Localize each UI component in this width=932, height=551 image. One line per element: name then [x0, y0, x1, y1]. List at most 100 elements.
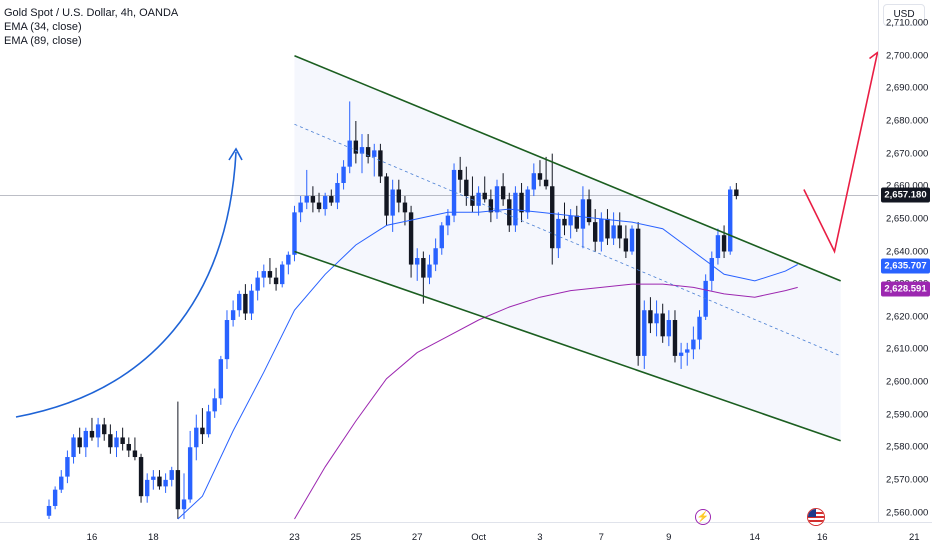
candle-body: [586, 199, 592, 223]
y-tick-label: 2,650.000: [886, 213, 929, 225]
candle-body: [697, 316, 702, 340]
candle-body: [359, 147, 365, 154]
candle-body: [709, 258, 714, 281]
y-tick-label: 2,560.000: [886, 507, 929, 518]
candle-body: [464, 179, 469, 197]
projection-arrow: [803, 52, 879, 254]
candle-body: [494, 186, 500, 213]
candle-body: [230, 310, 236, 321]
x-tick-label: 3: [537, 532, 543, 543]
candle-body: [52, 489, 58, 506]
candle-body: [488, 199, 494, 213]
candle-body: [157, 476, 162, 487]
candle-body: [642, 310, 647, 356]
candle-body: [102, 424, 107, 435]
candle-body: [169, 470, 174, 480]
candle-body: [513, 192, 518, 226]
candle-body: [507, 199, 512, 226]
lightning-icon[interactable]: ⚡: [695, 509, 711, 525]
candle-body: [310, 196, 316, 203]
symbol-title[interactable]: Gold Spot / U.S. Dollar, 4h, OANDA: [4, 7, 179, 19]
candle-body: [408, 212, 414, 265]
candle-body: [728, 189, 733, 252]
y-tick-label: 2,640.000: [886, 246, 929, 257]
candle-body: [353, 140, 359, 154]
currency-button[interactable]: USD: [883, 4, 925, 26]
candle-body: [237, 293, 242, 311]
candle-body: [298, 202, 303, 213]
ema34-label[interactable]: EMA (34, close): [4, 21, 82, 33]
ema89-price-tag: 2,628.591: [881, 281, 930, 297]
y-tick-label: 2,700.000: [886, 50, 929, 62]
channel-fill: [294, 55, 841, 441]
candle-body: [421, 258, 426, 278]
candle-body: [660, 313, 665, 337]
candle-body: [206, 411, 211, 435]
ema89-label[interactable]: EMA (89, close): [4, 35, 82, 47]
time-axis[interactable]: [0, 522, 932, 551]
candle-body: [402, 202, 408, 213]
candle-body: [372, 150, 377, 157]
uptrend-arrow: [15, 151, 237, 418]
candle-body: [280, 264, 285, 285]
candle-body: [445, 215, 451, 226]
chart-legend: Gold Spot / U.S. Dollar, 4h, OANDA EMA (…: [4, 6, 178, 48]
candle-body: [611, 225, 616, 239]
candle-body: [212, 398, 217, 412]
candle-body: [525, 189, 530, 213]
candle-body: [181, 499, 187, 510]
candle-body: [59, 476, 64, 490]
y-tick-label: 2,690.000: [886, 82, 929, 94]
candle-body: [439, 225, 444, 249]
chart-area[interactable]: [0, 0, 884, 522]
candle-body: [580, 199, 586, 229]
candle-body: [175, 470, 181, 510]
candle-body: [550, 186, 555, 249]
y-tick-label: 2,710.000: [886, 17, 929, 29]
y-tick-label: 2,580.000: [886, 441, 929, 453]
candle-body: [187, 447, 193, 500]
candle-body: [322, 196, 328, 210]
candle-body: [65, 457, 70, 477]
candle-body: [218, 359, 224, 399]
candle-body: [108, 434, 113, 448]
candle-body: [138, 457, 144, 497]
candle-body: [592, 222, 598, 242]
price-axis[interactable]: [878, 0, 932, 522]
candle-body: [537, 173, 543, 180]
candle-body: [126, 443, 131, 451]
channel-upper-line: [294, 55, 841, 282]
price-chart[interactable]: [0, 0, 884, 522]
x-tick-label: 16: [86, 532, 98, 543]
us-flag-icon[interactable]: [807, 508, 825, 526]
candle-body: [286, 254, 291, 265]
ema34-line: [177, 208, 798, 520]
candle-body: [568, 215, 573, 226]
candle-body: [200, 427, 205, 435]
candle-body: [163, 479, 168, 487]
candle-body: [144, 479, 150, 497]
candle-body: [267, 271, 273, 278]
candle-body: [721, 235, 727, 252]
candle-body: [685, 349, 690, 353]
candle-body: [255, 277, 260, 291]
candle-body: [365, 147, 371, 157]
y-tick-label: 2,680.000: [886, 115, 929, 127]
candle-body: [654, 313, 659, 324]
candle-body: [83, 430, 89, 448]
candle-body: [635, 228, 641, 356]
candle-body: [292, 212, 297, 255]
candle-body: [89, 430, 95, 438]
last-price-tag: 2,657.180: [881, 187, 930, 203]
candle-body: [46, 505, 52, 516]
candle-body: [224, 320, 230, 360]
x-tick-label: 16: [816, 532, 828, 543]
candle-body: [427, 264, 432, 278]
candle-body: [273, 277, 279, 285]
y-tick-label: 2,660.000: [886, 180, 929, 192]
candle-body: [451, 169, 457, 216]
candle-body: [562, 218, 567, 226]
candle-body: [617, 225, 622, 239]
candle-body: [384, 176, 389, 216]
candle-body: [691, 339, 696, 350]
